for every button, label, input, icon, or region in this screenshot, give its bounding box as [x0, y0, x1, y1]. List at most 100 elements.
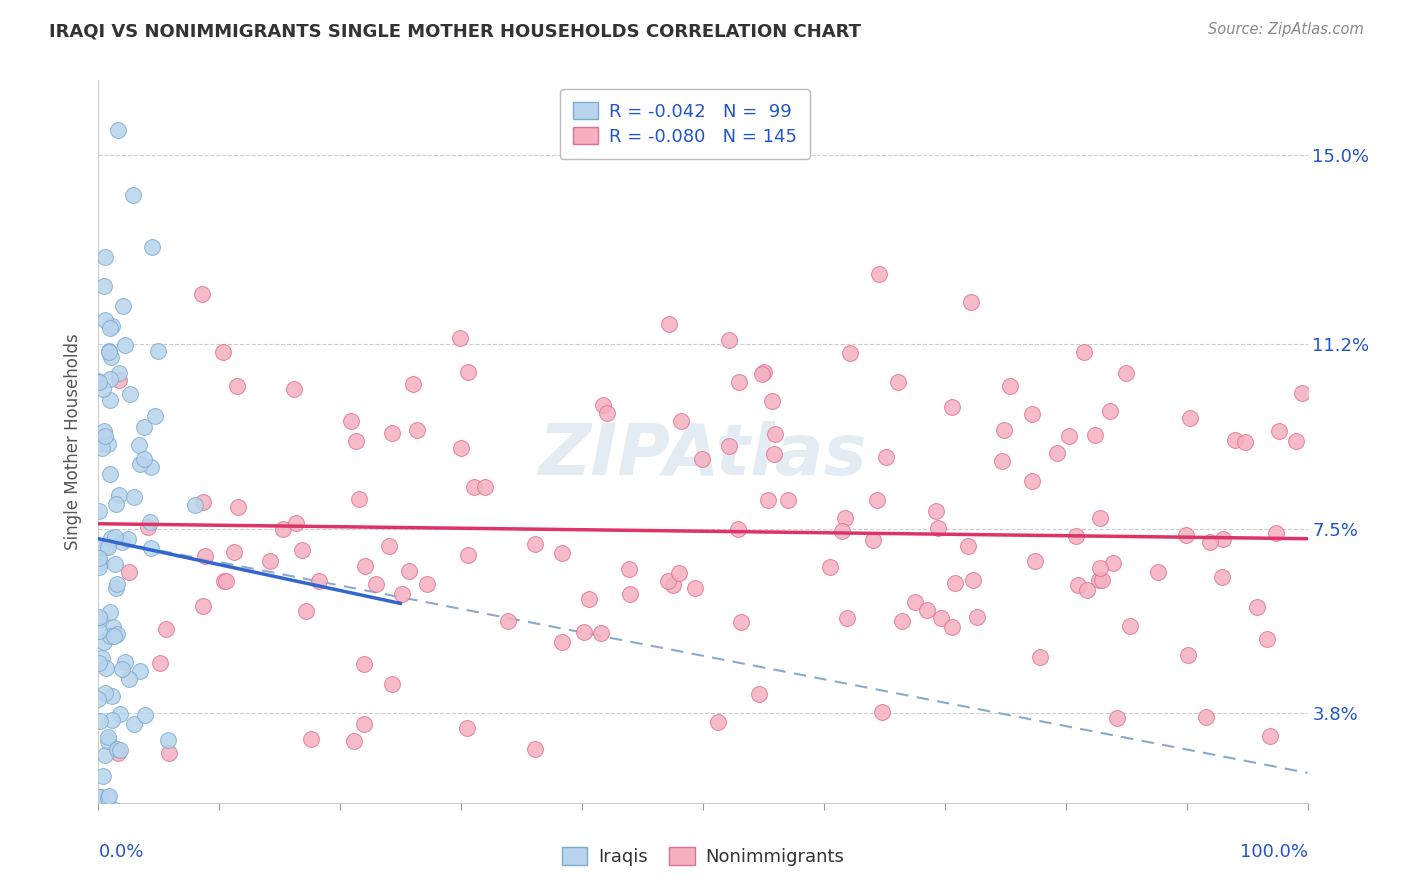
Text: 0.0%: 0.0%	[98, 843, 143, 861]
Point	[194, 549, 217, 563]
Point	[592, 398, 614, 412]
Point	[619, 587, 641, 601]
Point	[139, 541, 162, 556]
Point	[866, 493, 889, 508]
Point	[1246, 600, 1268, 615]
Point	[284, 516, 307, 530]
Point	[89, 714, 111, 728]
Point	[107, 374, 129, 388]
Point	[90, 435, 112, 450]
Point	[456, 721, 478, 735]
Point	[1073, 345, 1095, 359]
Point	[1177, 648, 1199, 662]
Point	[450, 442, 472, 456]
Point	[761, 393, 783, 408]
Point	[97, 541, 120, 555]
Point	[191, 599, 214, 613]
Point	[381, 677, 404, 691]
Point	[962, 574, 984, 588]
Point	[105, 742, 128, 756]
Point	[364, 576, 387, 591]
Point	[100, 629, 122, 643]
Point	[756, 493, 779, 508]
Point	[94, 250, 117, 264]
Point	[1146, 565, 1168, 579]
Point	[776, 493, 799, 508]
Point	[617, 562, 640, 576]
Point	[763, 427, 786, 442]
Point	[1076, 582, 1098, 597]
Point	[118, 387, 141, 401]
Text: 100.0%: 100.0%	[1240, 843, 1308, 861]
Point	[449, 331, 471, 345]
Point	[1195, 710, 1218, 724]
Point	[91, 769, 114, 783]
Point	[226, 500, 249, 515]
Point	[524, 742, 547, 756]
Point	[111, 535, 134, 549]
Point	[97, 828, 120, 842]
Point	[717, 333, 740, 347]
Point	[1045, 445, 1067, 459]
Point	[862, 533, 884, 547]
Point	[706, 715, 728, 730]
Point	[1265, 526, 1288, 541]
Point	[683, 581, 706, 595]
Point	[834, 510, 856, 524]
Point	[156, 733, 179, 747]
Point	[134, 707, 156, 722]
Point	[155, 622, 177, 636]
Point	[98, 789, 121, 803]
Point	[98, 344, 121, 359]
Point	[97, 437, 120, 451]
Point	[104, 803, 127, 817]
Point	[211, 345, 233, 359]
Point	[87, 856, 110, 871]
Point	[415, 577, 437, 591]
Point	[214, 574, 236, 589]
Point	[111, 662, 134, 676]
Point	[139, 459, 162, 474]
Point	[101, 689, 124, 703]
Point	[101, 318, 124, 333]
Point	[98, 321, 121, 335]
Point	[107, 366, 129, 380]
Point	[97, 733, 120, 747]
Point	[97, 791, 120, 805]
Point	[398, 564, 420, 578]
Point	[87, 375, 110, 389]
Point	[839, 346, 862, 360]
Point	[1285, 434, 1308, 448]
Point	[669, 414, 692, 428]
Point	[381, 425, 404, 440]
Point	[1175, 527, 1198, 541]
Point	[87, 692, 110, 706]
Point	[110, 706, 132, 721]
Point	[904, 595, 927, 609]
Point	[89, 555, 111, 569]
Point	[118, 565, 141, 579]
Point	[730, 615, 752, 629]
Point	[157, 746, 180, 760]
Point	[291, 543, 314, 558]
Point	[1107, 711, 1129, 725]
Point	[96, 847, 118, 861]
Point	[1291, 386, 1313, 401]
Point	[1212, 532, 1234, 546]
Point	[94, 540, 117, 554]
Point	[658, 317, 681, 331]
Point	[283, 382, 305, 396]
Point	[657, 574, 679, 589]
Point	[93, 279, 115, 293]
Point	[111, 299, 134, 313]
Point	[1021, 474, 1043, 488]
Point	[998, 378, 1021, 392]
Point	[872, 706, 894, 720]
Point	[925, 504, 948, 518]
Point	[344, 434, 367, 449]
Point	[87, 656, 110, 670]
Point	[90, 612, 112, 626]
Point	[132, 420, 155, 434]
Point	[941, 400, 963, 414]
Point	[378, 539, 401, 553]
